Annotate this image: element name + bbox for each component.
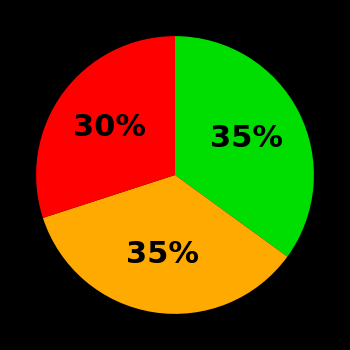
Wedge shape	[36, 36, 175, 218]
Text: 30%: 30%	[74, 113, 146, 142]
Wedge shape	[175, 36, 314, 257]
Text: 35%: 35%	[210, 124, 283, 153]
Text: 35%: 35%	[126, 240, 199, 269]
Wedge shape	[43, 175, 287, 314]
